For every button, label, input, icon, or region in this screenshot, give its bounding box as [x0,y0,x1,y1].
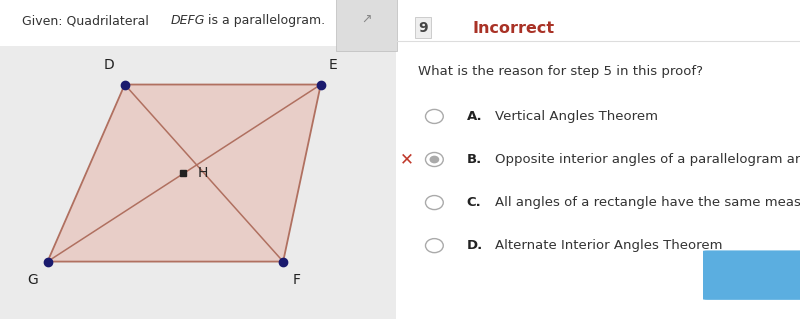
Circle shape [426,239,443,253]
Text: H: H [198,166,207,180]
Text: Incorrect: Incorrect [473,21,555,36]
FancyBboxPatch shape [0,0,396,46]
FancyBboxPatch shape [0,46,396,319]
Text: Alternate Interior Angles Theorem: Alternate Interior Angles Theorem [495,239,722,252]
Text: 9: 9 [418,21,428,35]
FancyBboxPatch shape [698,250,800,300]
Text: ✕: ✕ [400,151,414,168]
Text: All angles of a rectangle have the same measure.: All angles of a rectangle have the same … [495,196,800,209]
Text: B.: B. [466,153,482,166]
Text: A.: A. [466,110,482,123]
Text: ↗: ↗ [361,13,371,26]
Text: Vertical Angles Theorem: Vertical Angles Theorem [495,110,658,123]
Text: What is the reason for step 5 in this proof?: What is the reason for step 5 in this pr… [418,65,703,78]
Text: C.: C. [466,196,482,209]
Text: Next: Next [741,268,778,282]
Text: DEFG: DEFG [170,14,205,27]
Text: F: F [293,273,301,287]
Text: Opposite interior angles of a parallelogram are congruent.: Opposite interior angles of a parallelog… [495,153,800,166]
Text: D: D [104,58,115,72]
Text: G: G [27,273,38,287]
Text: E: E [329,58,338,72]
Text: D.: D. [466,239,483,252]
Circle shape [426,109,443,123]
Polygon shape [47,85,321,262]
Text: is a parallelogram.: is a parallelogram. [204,14,325,27]
Text: Given: Quadrilateral: Given: Quadrilateral [22,14,153,27]
Circle shape [426,152,443,167]
Circle shape [426,196,443,210]
Circle shape [430,156,439,163]
